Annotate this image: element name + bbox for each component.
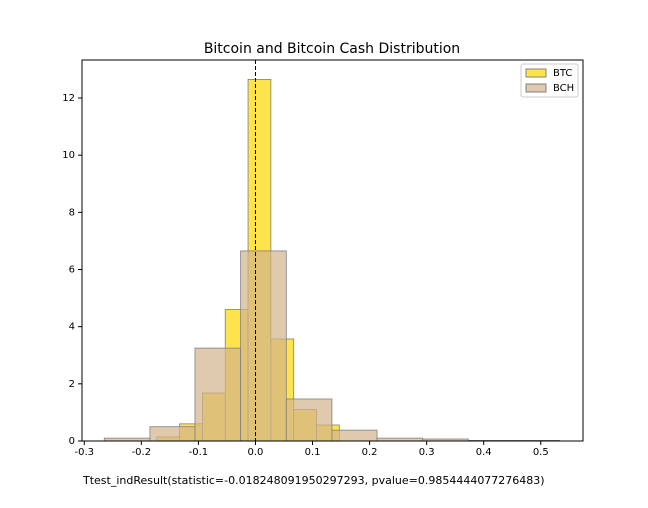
y-tick-label: 4	[69, 322, 75, 333]
x-tick-label: -0.2	[132, 447, 152, 458]
x-tick-label: -0.3	[75, 447, 95, 458]
y-tick-label: 6	[69, 265, 75, 276]
x-tick-label: 0.5	[533, 447, 549, 458]
histogram-bar	[194, 347, 242, 442]
x-tick-label: -0.1	[189, 447, 209, 458]
x-tick-label: 0.1	[305, 447, 321, 458]
plot-frame	[81, 59, 584, 442]
x-tick-label: 0.2	[362, 447, 378, 458]
chart-title: Bitcoin and Bitcoin Cash Distribution	[204, 41, 460, 57]
annotation: Ttest_indResult(statistic=-0.01824809195…	[82, 474, 545, 487]
x-tick-label: 0.4	[476, 447, 492, 458]
x-tick-label: 0.3	[419, 447, 435, 458]
legend-swatch	[525, 68, 547, 78]
y-tick-label: 12	[62, 93, 75, 104]
histogram-bar	[240, 250, 287, 442]
y-tick-label: 2	[69, 379, 75, 390]
legend-swatch	[525, 83, 547, 93]
histogram-bar	[331, 429, 378, 442]
legend-label: BTC	[553, 68, 572, 79]
y-tick-label: 8	[69, 207, 75, 218]
histogram-bar	[285, 398, 333, 442]
histogram-bar	[149, 426, 196, 442]
legend-label: BCH	[553, 83, 574, 94]
x-tick-label: 0.0	[248, 447, 264, 458]
y-tick-label: 10	[62, 150, 75, 161]
y-tick-label: 0	[69, 436, 75, 447]
